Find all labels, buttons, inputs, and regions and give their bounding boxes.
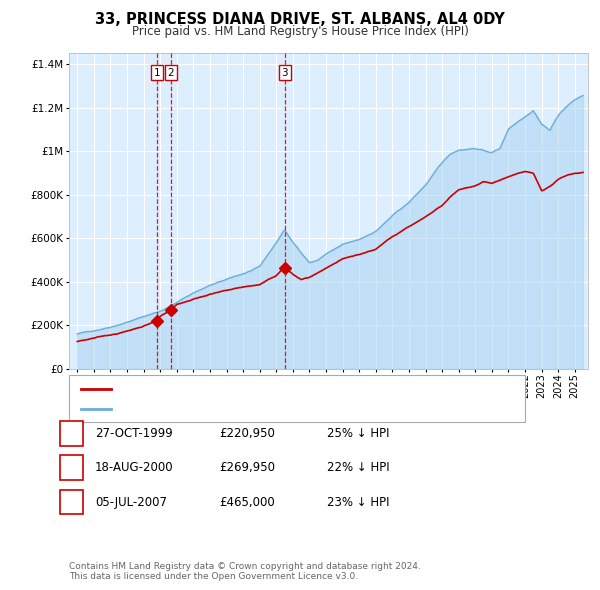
Text: HPI: Average price, detached house, St Albans: HPI: Average price, detached house, St A… bbox=[116, 404, 358, 414]
Text: 05-JUL-2007: 05-JUL-2007 bbox=[95, 496, 167, 509]
Text: Contains HM Land Registry data © Crown copyright and database right 2024.: Contains HM Land Registry data © Crown c… bbox=[69, 562, 421, 571]
Text: 33, PRINCESS DIANA DRIVE, ST. ALBANS, AL4 0DY (detached house): 33, PRINCESS DIANA DRIVE, ST. ALBANS, AL… bbox=[116, 384, 469, 394]
Text: 18-AUG-2000: 18-AUG-2000 bbox=[95, 461, 173, 474]
Text: 22% ↓ HPI: 22% ↓ HPI bbox=[327, 461, 389, 474]
Text: 2: 2 bbox=[167, 68, 174, 78]
Text: 3: 3 bbox=[281, 68, 288, 78]
Text: 25% ↓ HPI: 25% ↓ HPI bbox=[327, 427, 389, 440]
Text: Price paid vs. HM Land Registry's House Price Index (HPI): Price paid vs. HM Land Registry's House … bbox=[131, 25, 469, 38]
Text: £465,000: £465,000 bbox=[219, 496, 275, 509]
Text: £269,950: £269,950 bbox=[219, 461, 275, 474]
Text: This data is licensed under the Open Government Licence v3.0.: This data is licensed under the Open Gov… bbox=[69, 572, 358, 581]
Text: 23% ↓ HPI: 23% ↓ HPI bbox=[327, 496, 389, 509]
Text: 2: 2 bbox=[68, 461, 75, 474]
Text: £220,950: £220,950 bbox=[219, 427, 275, 440]
Text: 27-OCT-1999: 27-OCT-1999 bbox=[95, 427, 173, 440]
Text: 3: 3 bbox=[68, 496, 75, 509]
Text: 33, PRINCESS DIANA DRIVE, ST. ALBANS, AL4 0DY: 33, PRINCESS DIANA DRIVE, ST. ALBANS, AL… bbox=[95, 12, 505, 27]
Text: 1: 1 bbox=[154, 68, 161, 78]
Text: 1: 1 bbox=[68, 427, 75, 440]
